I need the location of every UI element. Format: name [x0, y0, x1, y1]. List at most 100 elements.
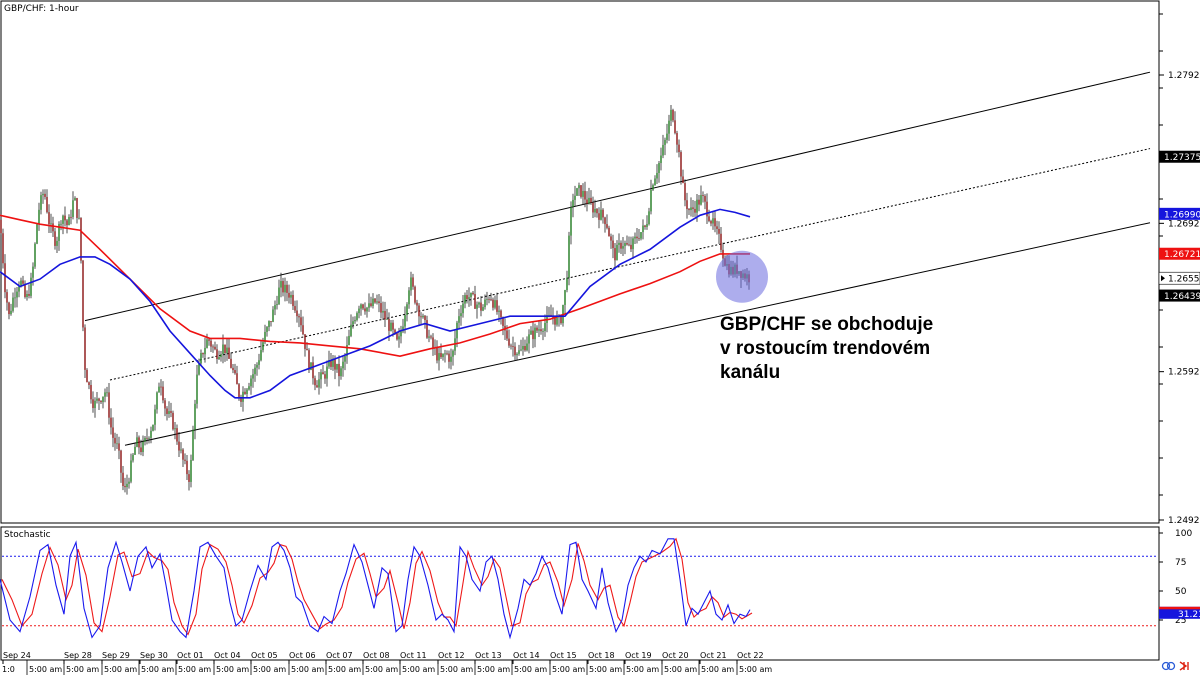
current-price-marker	[1161, 275, 1165, 282]
candle-body	[132, 454, 134, 461]
candle-body	[152, 424, 154, 431]
candle-body	[364, 308, 366, 312]
stochastic-title: Stochastic	[4, 530, 51, 540]
stochastic-tick-label: 100	[1175, 529, 1192, 539]
candle-body	[22, 280, 24, 284]
candle-body	[708, 216, 710, 222]
candle-body	[372, 298, 374, 306]
candle-body	[136, 437, 138, 447]
candle-body	[0, 219, 2, 234]
candle-body	[170, 411, 172, 413]
candle-body	[612, 240, 614, 249]
candle-body	[306, 348, 308, 351]
candle-body	[594, 208, 596, 213]
date-label: Oct 19	[625, 651, 652, 660]
candle-body	[282, 281, 284, 293]
candle-body	[480, 302, 482, 311]
price-tag-label: 1.26439	[1164, 292, 1200, 302]
candle-body	[598, 213, 600, 220]
candle-body	[46, 196, 48, 213]
candle-body	[346, 344, 348, 357]
time-label: 5:00 am	[66, 665, 99, 674]
stochastic-current-tag-blue	[1159, 606, 1200, 619]
candle-body	[614, 248, 616, 261]
candle-body	[166, 408, 168, 414]
candle-body	[498, 310, 500, 312]
candle-body	[662, 144, 664, 156]
stochastic-d-line	[1, 537, 753, 636]
candle-body	[396, 332, 398, 340]
candle-body	[90, 384, 92, 400]
candle-body	[42, 193, 44, 196]
candle-body	[490, 299, 492, 301]
price-tick-label: 1.25926	[1168, 368, 1200, 378]
candle-body	[146, 437, 148, 439]
candle-body	[422, 315, 424, 318]
candle-body	[560, 316, 562, 324]
candle-body	[580, 185, 582, 197]
candle-body	[192, 429, 194, 461]
date-label: Sep 24	[3, 651, 31, 660]
candle-body	[348, 335, 350, 345]
candle-body	[84, 327, 86, 370]
price-tags: 1.27375 1.26990 1.26721 1.26556 1.26439	[1158, 150, 1200, 302]
candle-body	[116, 443, 118, 445]
candle-body	[398, 336, 400, 340]
candle-body	[204, 347, 206, 355]
candle-body	[704, 195, 706, 202]
candle-body	[138, 437, 140, 448]
candle-body	[666, 133, 668, 140]
candle-body	[38, 209, 40, 225]
candle-body	[292, 294, 294, 307]
candle-body	[24, 283, 26, 298]
time-label: 5:00 am	[701, 665, 734, 674]
candle-body	[466, 295, 468, 300]
candle-body	[628, 244, 630, 246]
time-label: 5:00 am	[178, 665, 211, 674]
candle-body	[482, 307, 484, 311]
candle-body	[250, 378, 252, 387]
candle-body	[26, 294, 28, 298]
stochastic-tick-label: 50	[1175, 587, 1187, 597]
candle-body	[270, 321, 272, 322]
annotation-text: GBP/CHF se obchoduje v rostoucím trendov…	[720, 313, 980, 385]
candle-body	[260, 350, 262, 361]
candle-body	[328, 360, 330, 367]
date-label: Oct 22	[737, 651, 764, 660]
candle-body	[302, 325, 304, 335]
stochastic-frame	[0, 526, 1160, 661]
annotation-line-3: kanálu	[720, 362, 781, 383]
candle-body	[112, 427, 114, 438]
candle-body	[456, 322, 458, 339]
candle-body	[88, 382, 90, 385]
candle-body	[272, 309, 274, 322]
candle-body	[242, 391, 244, 402]
candle-body	[314, 378, 316, 386]
candle-body	[336, 363, 338, 370]
first-time-label: 1:0	[2, 665, 15, 674]
candle-body	[296, 310, 298, 317]
fast-moving-average	[0, 208, 751, 399]
candle-body	[50, 223, 52, 225]
candle-body	[684, 183, 686, 201]
scroll-to-end-icon[interactable]	[1179, 661, 1189, 671]
candle-body	[180, 449, 182, 451]
candle-body	[212, 346, 214, 348]
candle-body	[496, 300, 498, 312]
candle-body	[502, 317, 504, 326]
candle-body	[412, 277, 414, 287]
link-icon[interactable]	[1161, 661, 1176, 671]
time-label: 5:00 am	[104, 665, 137, 674]
candle-body	[100, 400, 102, 403]
candle-body	[276, 304, 278, 306]
stochastic-tick-label: 75	[1175, 558, 1186, 568]
date-label: Oct 21	[700, 651, 727, 660]
candle-body	[528, 334, 530, 344]
candle-body	[506, 330, 508, 339]
candle-body	[618, 242, 620, 245]
candle-body	[300, 317, 302, 326]
candle-body	[318, 379, 320, 388]
candle-body	[198, 363, 200, 375]
candle-body	[96, 398, 98, 401]
candle-body	[320, 372, 322, 380]
